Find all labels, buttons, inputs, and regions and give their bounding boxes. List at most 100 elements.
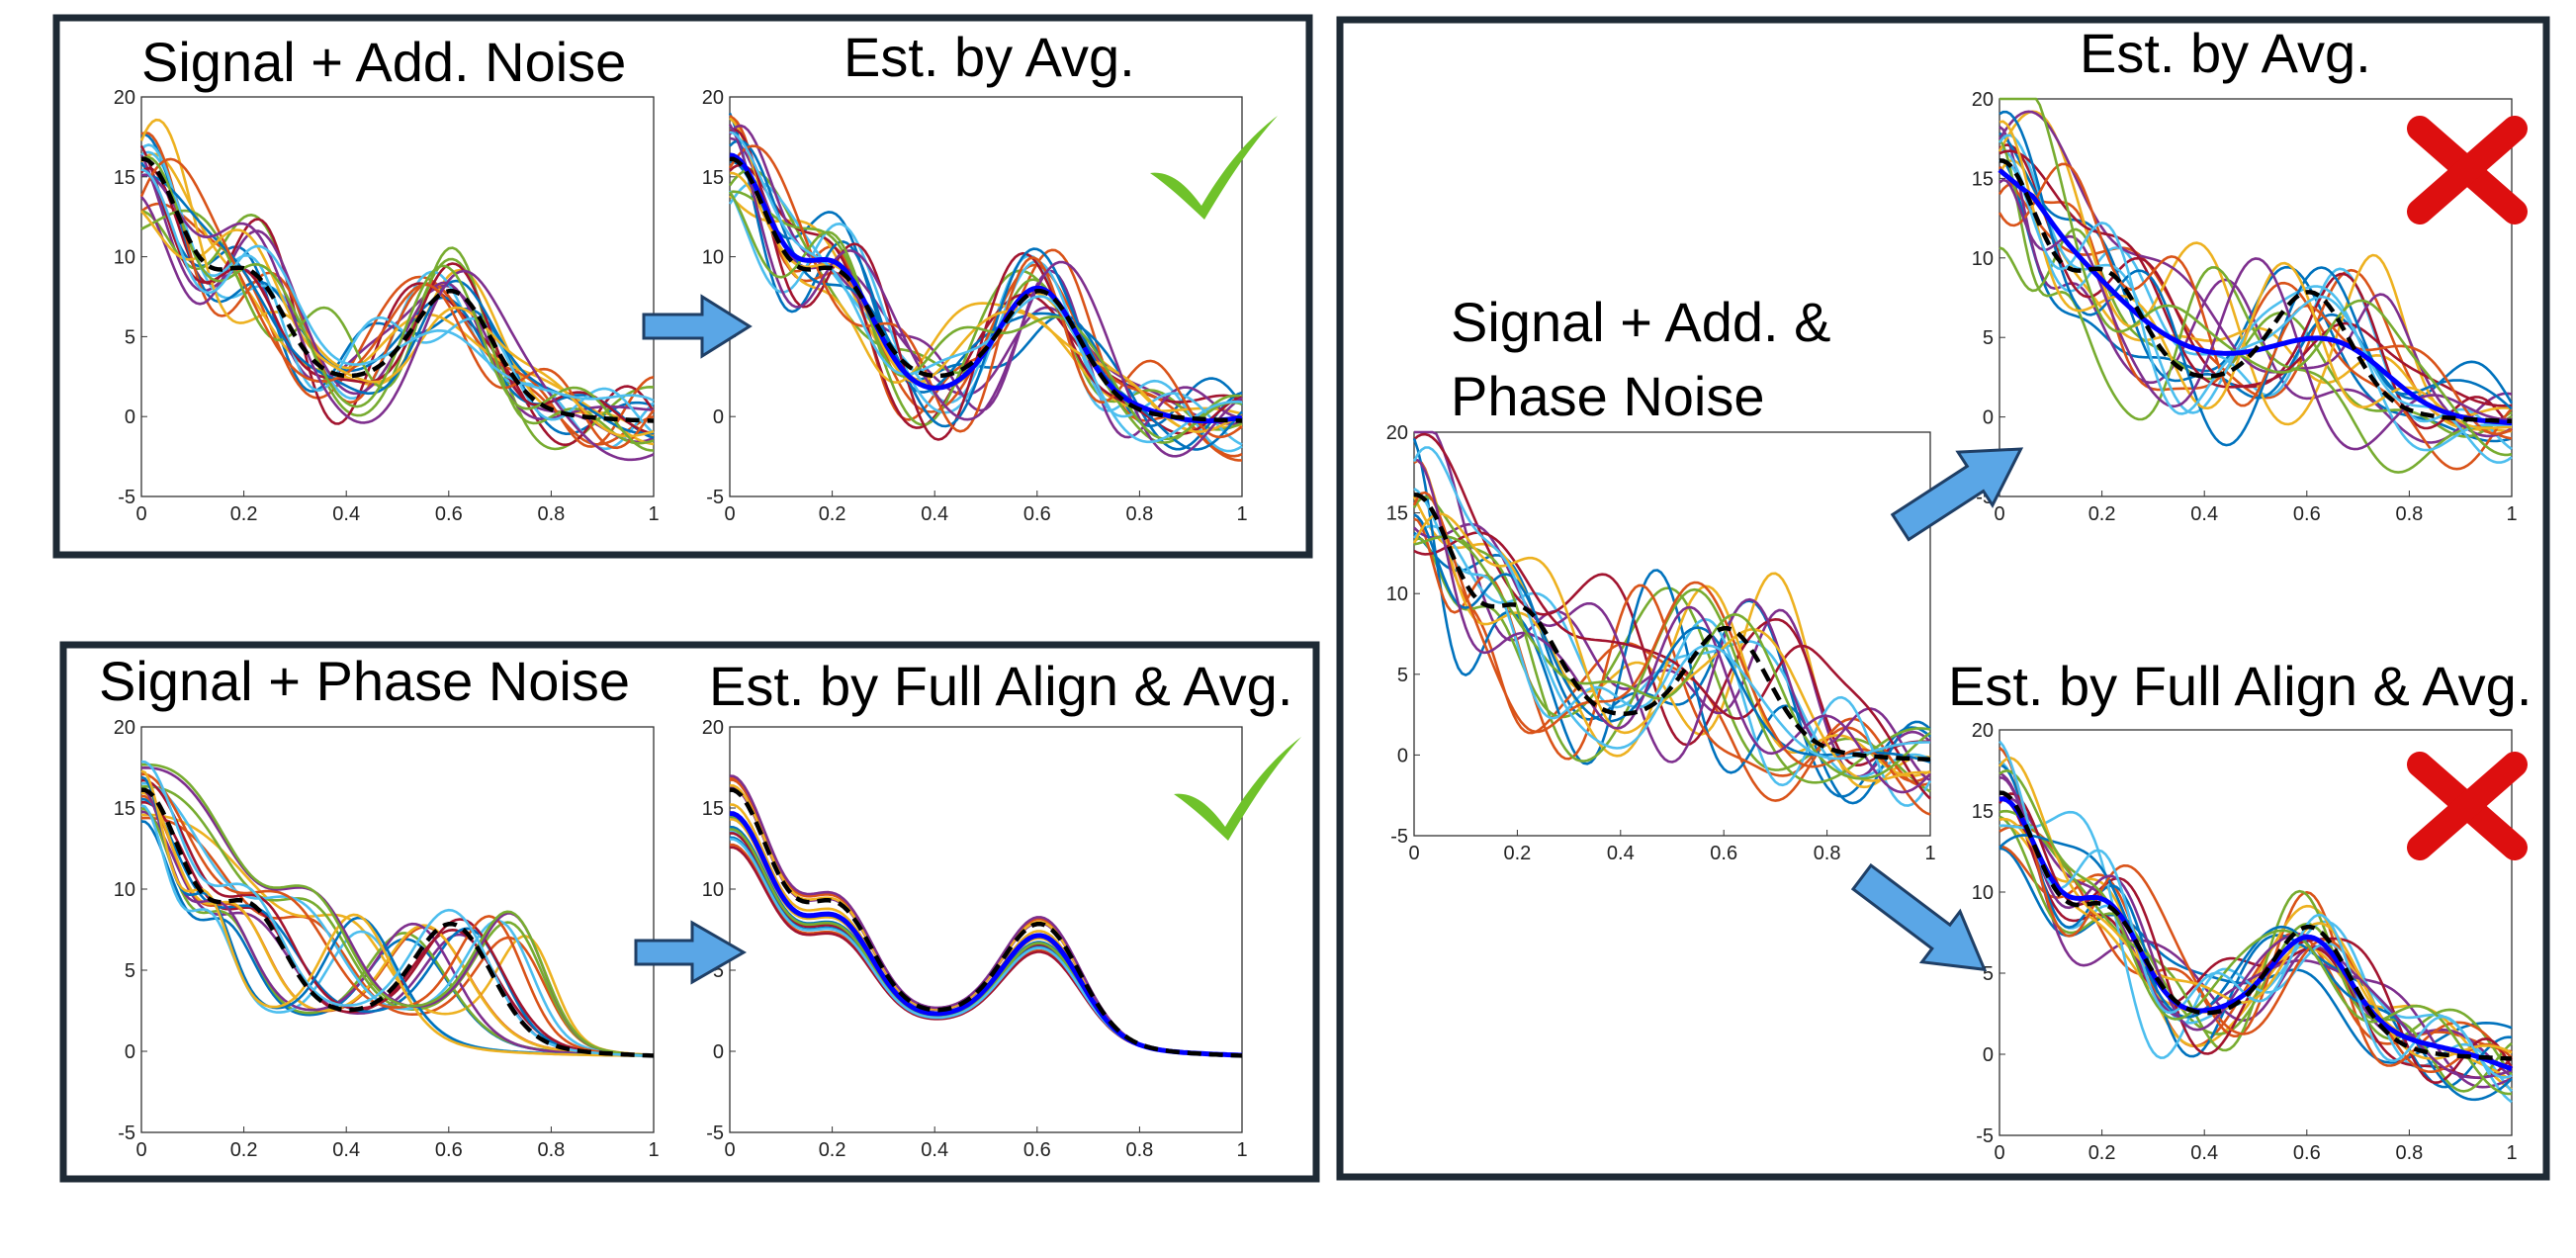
plot-area <box>140 726 655 1133</box>
x-tick-label: 0.4 <box>921 1139 948 1161</box>
y-tick-label: 10 <box>1972 882 1994 904</box>
y-tick-label: 5 <box>125 960 135 982</box>
true-signal-line <box>729 156 1243 423</box>
x-tick-label: 0.8 <box>2395 1142 2423 1164</box>
y-tick-label: 15 <box>702 798 724 820</box>
y-tick-label: 5 <box>1397 665 1408 686</box>
true-signal-line <box>1999 790 2513 1061</box>
y-tick-label: 5 <box>125 326 135 348</box>
series-line <box>1999 110 2513 447</box>
title-signal-both-line1: Signal + Add. & <box>1451 291 1831 353</box>
y-tick-label: 20 <box>114 87 135 109</box>
series-line <box>140 769 654 1057</box>
series-line <box>1999 809 2513 1093</box>
true-signal-line <box>140 156 655 423</box>
x-tick-label: 0.2 <box>2088 503 2116 525</box>
y-tick-label: -5 <box>706 487 724 508</box>
true-signal-line <box>140 787 655 1058</box>
y-tick-label: 10 <box>114 879 135 901</box>
y-tick-label: 0 <box>1397 745 1408 766</box>
x-tick-label: 0.8 <box>537 503 565 525</box>
series-line <box>1999 147 2513 451</box>
estimate-line <box>1999 796 2513 1072</box>
y-tick-label: 0 <box>713 1041 724 1063</box>
series-line <box>728 191 1243 441</box>
series-line <box>141 772 655 1057</box>
series-line <box>728 144 1243 439</box>
title-est-full-align-2: Est. by Full Align & Avg. <box>1948 655 2532 717</box>
y-tick-label: 20 <box>1386 422 1408 444</box>
check-mark-icon <box>1174 737 1301 841</box>
x-tick-label: 1 <box>1924 843 1935 864</box>
series-line <box>729 131 1243 444</box>
series-line <box>1999 158 2513 464</box>
y-tick-label: 10 <box>702 879 724 901</box>
x-tick-label: 0.4 <box>332 503 360 525</box>
x-tick-label: 0.8 <box>537 1139 565 1161</box>
x-tick-label: 0.4 <box>1607 843 1635 864</box>
x-tick-label: 0.6 <box>1023 503 1051 525</box>
series-line <box>140 763 655 1058</box>
x-tick-label: 1 <box>1236 503 1247 525</box>
x-tick-label: 0 <box>724 1139 735 1161</box>
series-line <box>141 778 655 1057</box>
x-tick-label: 0.2 <box>230 1139 258 1161</box>
y-tick-label: 20 <box>702 87 724 109</box>
series-line <box>1413 458 1931 794</box>
x-tick-label: 1 <box>648 1139 659 1161</box>
series-line <box>140 209 655 445</box>
series-line <box>1999 796 2513 1089</box>
x-tick-label: 0.6 <box>1023 1139 1051 1161</box>
x-tick-label: 0.6 <box>435 503 463 525</box>
y-tick-label: -5 <box>706 1123 724 1144</box>
y-tick-label: -5 <box>1390 826 1408 848</box>
plot-area <box>1999 98 2513 497</box>
arrow-down-right-icon <box>1850 862 1988 972</box>
y-tick-label: 20 <box>702 717 724 739</box>
series-line <box>1412 495 1931 784</box>
y-tick-label: 10 <box>114 247 135 269</box>
y-tick-label: 15 <box>702 167 724 189</box>
x-tick-label: 0.2 <box>2088 1142 2116 1164</box>
x-tick-label: 0 <box>1408 843 1419 864</box>
x-tick-label: 0.6 <box>2293 1142 2321 1164</box>
y-tick-label: -5 <box>118 1123 135 1144</box>
series-line <box>1412 446 1930 761</box>
x-tick-label: 0.2 <box>819 503 846 525</box>
series-line <box>1413 535 1931 780</box>
series-line <box>1999 149 2513 407</box>
y-tick-label: 10 <box>1386 584 1408 605</box>
series-line <box>1999 178 2513 451</box>
y-tick-label: 10 <box>702 247 724 269</box>
x-tick-label: 0.8 <box>1814 843 1841 864</box>
x-tick-label: 0 <box>135 503 146 525</box>
x-tick-label: 0.4 <box>921 503 948 525</box>
title-est-full-align-1: Est. by Full Align & Avg. <box>709 655 1292 717</box>
series-line <box>1999 747 2513 1073</box>
series-line <box>140 788 655 1057</box>
y-tick-label: 5 <box>713 960 724 982</box>
y-tick-label: 20 <box>1972 720 1994 742</box>
y-tick-label: 20 <box>114 717 135 739</box>
series-line <box>1998 740 2513 1079</box>
x-tick-label: 0.2 <box>819 1139 846 1161</box>
arrow-right-icon <box>634 920 748 985</box>
x-tick-label: 0 <box>135 1139 146 1161</box>
title-signal-phase-noise: Signal + Phase Noise <box>99 650 630 712</box>
y-tick-label: 15 <box>1386 503 1408 525</box>
true-signal-line <box>1999 158 2513 424</box>
x-tick-label: 1 <box>648 503 659 525</box>
x-tick-label: 0.6 <box>2293 503 2321 525</box>
y-tick-label: 0 <box>125 1041 135 1063</box>
series-line <box>1412 437 1931 805</box>
y-tick-label: 10 <box>1972 248 1994 270</box>
check-mark-icon <box>1150 116 1278 220</box>
plot-area <box>1999 729 2513 1136</box>
y-tick-label: -5 <box>1976 1125 1994 1147</box>
series-line <box>728 124 1243 458</box>
x-tick-label: 0.6 <box>1710 843 1737 864</box>
